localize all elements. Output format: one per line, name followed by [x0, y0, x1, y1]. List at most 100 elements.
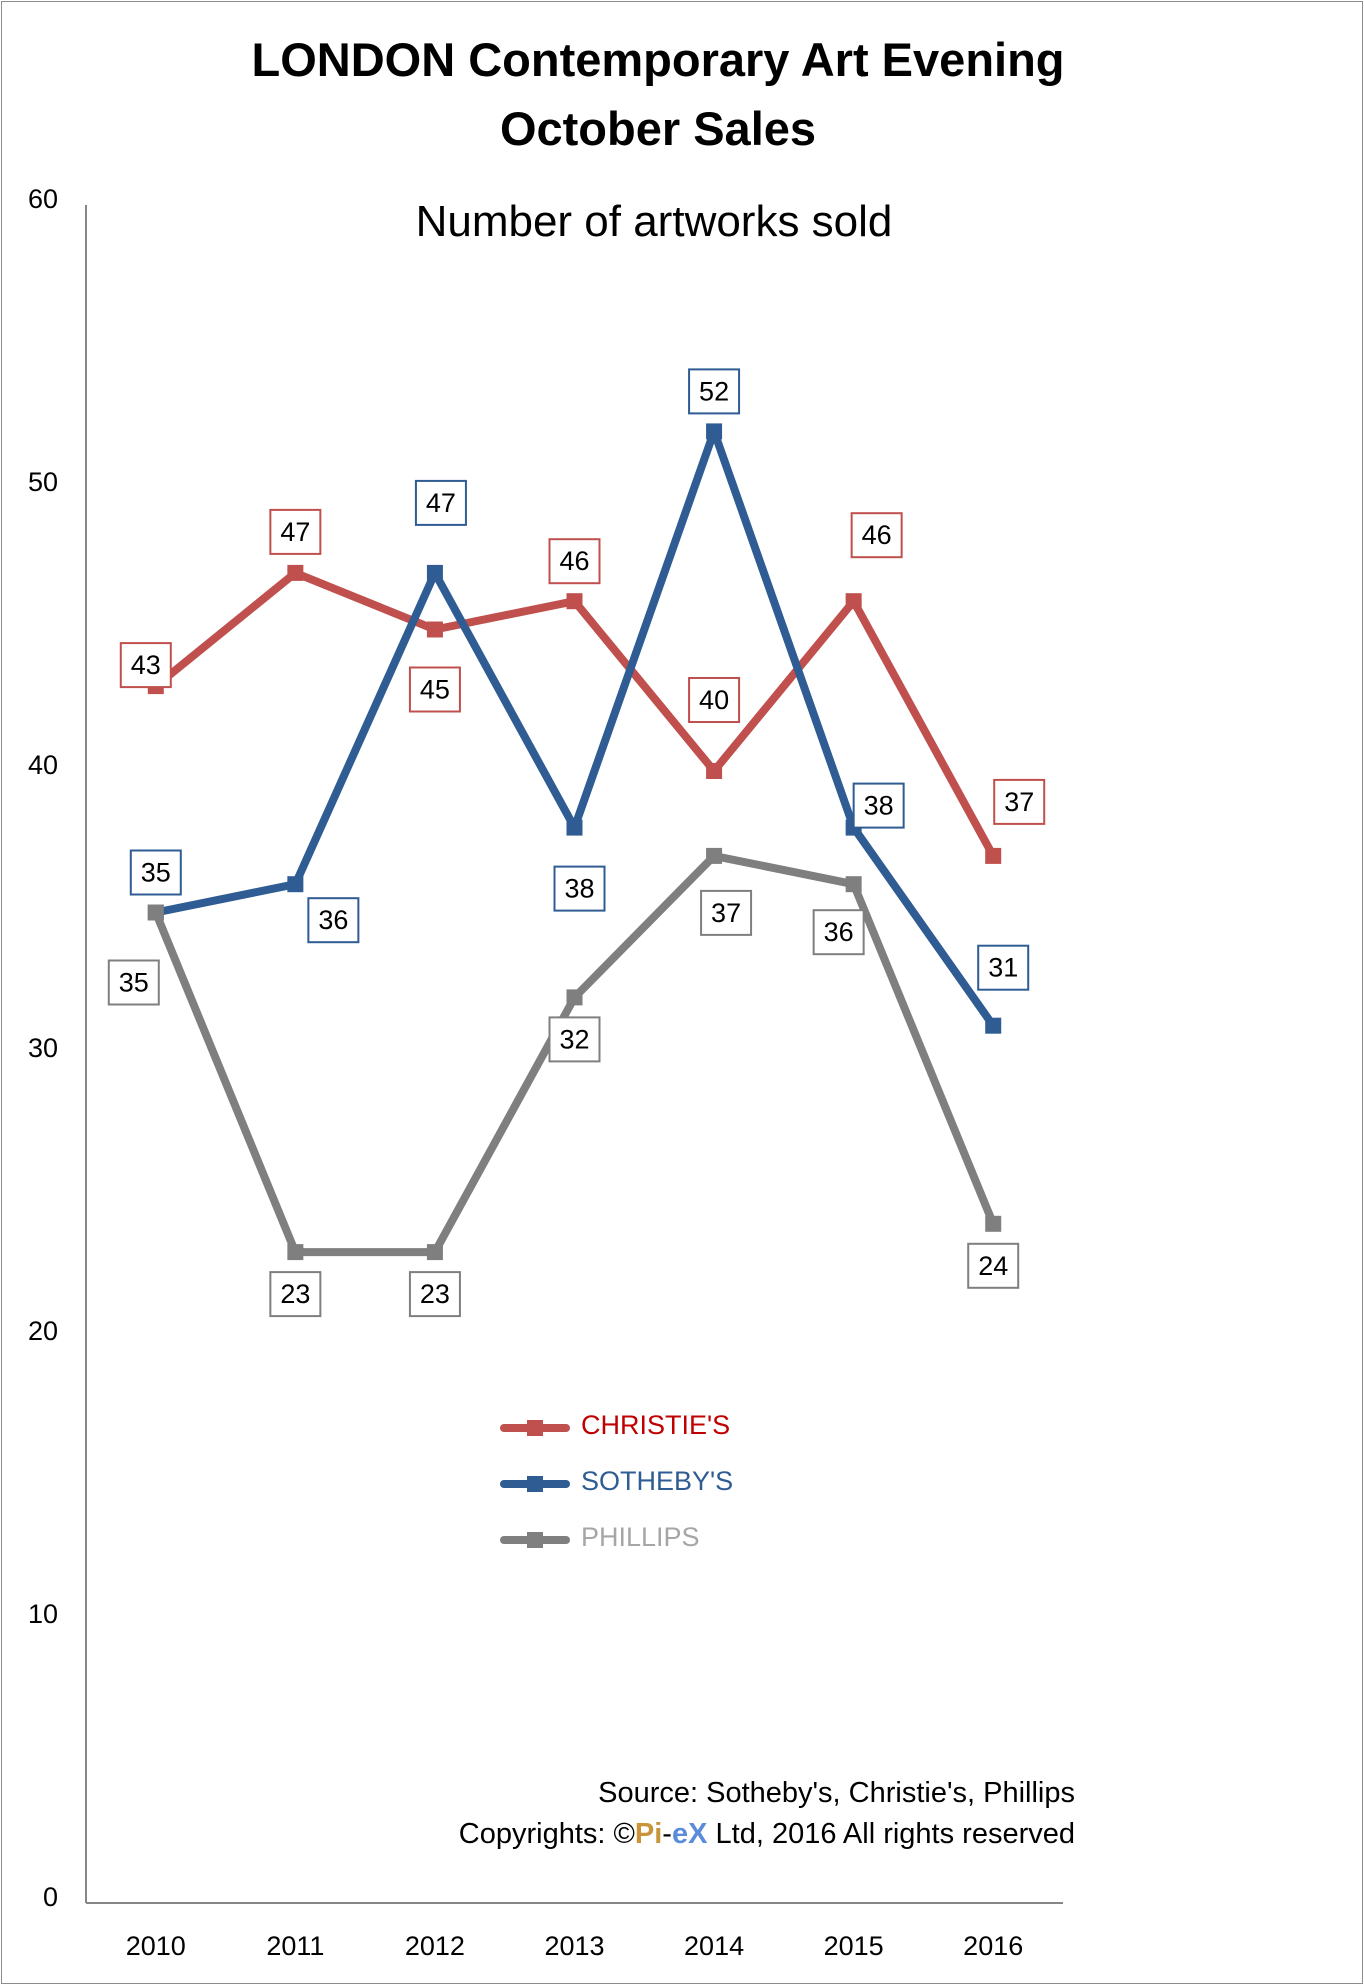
data-label-christies: 45 [408, 666, 461, 713]
data-point-christies [985, 847, 1002, 864]
brand-dash: - [662, 1818, 672, 1850]
data-label-sothebys: 47 [414, 479, 467, 526]
y-tick-label: 20 [28, 1316, 58, 1346]
chart-title-line2: October Sales [499, 102, 817, 155]
data-label-phillips: 36 [812, 909, 865, 956]
chart-subtitle: Number of artworks sold [415, 197, 893, 246]
source-text: Source: Sotheby's, Christie's, Phillips [598, 1777, 1075, 1809]
data-label-text: 35 [141, 858, 171, 888]
data-label-box [269, 1271, 322, 1318]
data-label-text: 46 [862, 520, 892, 550]
x-tick-label: 2011 [266, 1931, 324, 1961]
data-label-phillips: 32 [548, 1016, 601, 1063]
x-tick-label: 2016 [963, 1931, 1023, 1961]
y-tick-label: 60 [28, 184, 58, 214]
data-label-text: 47 [426, 488, 456, 518]
data-label-text: 37 [1004, 787, 1034, 817]
copyright-text: Copyrights: ©Pi-eX Ltd, 2016 All rights … [459, 1814, 1075, 1855]
data-label-phillips: 24 [967, 1242, 1020, 1289]
x-tick-label: 2013 [544, 1931, 604, 1961]
legend-marker-christies [527, 1420, 543, 1436]
data-label-phillips: 35 [107, 959, 160, 1006]
data-label-phillips: 23 [269, 1271, 322, 1318]
chart-title: LONDON Contemporary Art Evening [251, 33, 1065, 86]
x-tick-label: 2010 [126, 1931, 186, 1961]
data-label-box [967, 1242, 1020, 1289]
data-label-box [700, 889, 753, 936]
data-label-christies: 46 [850, 512, 903, 559]
data-label-sothebys: 35 [129, 849, 182, 896]
legend-marker-phillips [527, 1532, 543, 1548]
data-label-box [307, 897, 360, 944]
data-label-text: 36 [318, 905, 348, 935]
data-label-box [548, 1016, 601, 1063]
data-label-text: 23 [420, 1279, 450, 1309]
data-label-box [977, 944, 1030, 991]
data-label-phillips: 37 [700, 889, 753, 936]
data-label-box [129, 849, 182, 896]
data-point-christies [566, 593, 583, 610]
legend-item-sothebys: SOTHEBY'S [500, 1464, 760, 1504]
data-point-phillips [287, 1244, 304, 1261]
data-label-box [688, 368, 741, 415]
data-point-sothebys [426, 564, 443, 581]
x-tick-label: 2015 [824, 1931, 884, 1961]
data-point-christies [845, 593, 862, 610]
data-label-phillips: 23 [408, 1271, 461, 1318]
data-point-phillips [985, 1215, 1002, 1232]
data-label-box [119, 642, 172, 689]
data-label-box [812, 909, 865, 956]
brand-ex: eX [671, 1818, 708, 1850]
data-point-christies [287, 564, 304, 581]
data-label-text: 40 [699, 685, 729, 715]
legend-item-phillips: PHILLIPS [500, 1520, 760, 1560]
data-label-text: 23 [280, 1279, 310, 1309]
data-label-box [548, 538, 601, 585]
data-point-sothebys [985, 1017, 1002, 1034]
data-point-phillips [147, 904, 164, 921]
brand-pi: Pi [634, 1818, 663, 1850]
y-tick-label: 40 [28, 750, 58, 780]
data-label-box [852, 782, 905, 829]
copyright-suffix: Ltd, 2016 All rights reserved [707, 1818, 1076, 1850]
data-point-christies [706, 763, 723, 779]
data-label-text: 52 [699, 376, 729, 406]
copyright-prefix: Copyrights: © [458, 1818, 635, 1850]
data-label-text: 43 [131, 650, 161, 680]
source-note: Source: Sotheby's, Christie's, Phillips … [459, 1773, 1075, 1855]
data-label-box [850, 512, 903, 559]
data-label-sothebys: 36 [307, 897, 360, 944]
data-label-text: 45 [420, 675, 450, 705]
data-label-text: 38 [564, 874, 594, 904]
data-label-text: 38 [864, 791, 894, 821]
data-point-phillips [426, 1244, 443, 1261]
data-label-text: 32 [559, 1024, 589, 1054]
data-label-sothebys: 38 [852, 782, 905, 829]
data-point-sothebys [706, 423, 723, 440]
data-labels-layer: 43 47 45 46 40 46 37 35 36 47 38 52 38 31 35 23 23 32 37 36… [107, 368, 1046, 1318]
data-label-text: 31 [988, 953, 1018, 983]
data-label-box [408, 1271, 461, 1318]
data-label-sothebys: 31 [977, 944, 1030, 991]
data-label-christies: 40 [688, 677, 741, 723]
legend-item-christies: CHRISTIE'S [500, 1408, 760, 1448]
y-tick-label: 0 [43, 1882, 58, 1912]
data-label-box [993, 778, 1046, 825]
data-label-sothebys: 38 [553, 865, 606, 912]
data-label-christies: 37 [993, 778, 1046, 825]
data-point-phillips [845, 876, 862, 893]
data-label-text: 36 [824, 917, 854, 947]
axes: 0 10 20 30 40 50 60 2010 2011 2012 2013 2014 2015 201… [28, 184, 1063, 1961]
data-label-text: 37 [711, 898, 741, 928]
data-label-box [553, 865, 606, 912]
data-label-text: 24 [978, 1251, 1008, 1281]
data-label-box [688, 677, 741, 723]
legend-marker-sothebys [527, 1476, 543, 1492]
y-tick-label: 50 [28, 467, 58, 497]
legend-label-christies: CHRISTIE'S [581, 1410, 731, 1440]
data-label-box [408, 666, 461, 713]
x-tick-label: 2012 [405, 1931, 465, 1961]
data-label-box [414, 479, 467, 526]
legend-label-sothebys: SOTHEBY'S [581, 1466, 734, 1496]
